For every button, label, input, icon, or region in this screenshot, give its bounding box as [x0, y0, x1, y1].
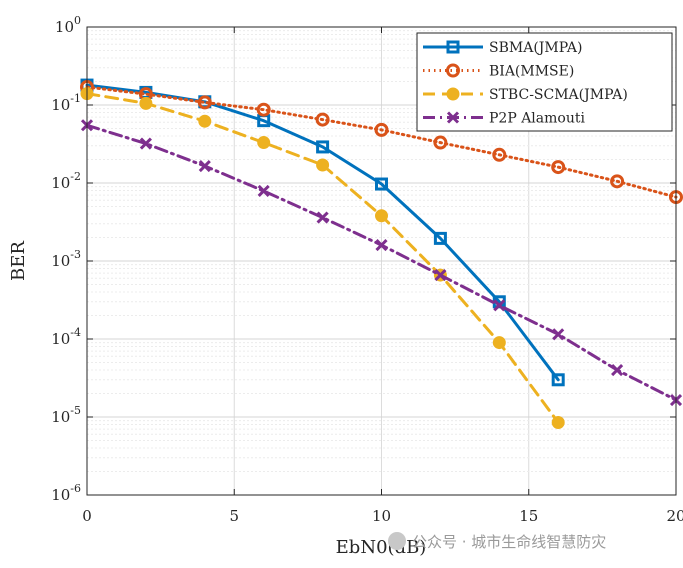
legend-item-3: STBC-SCMA(JMPA) [423, 87, 628, 103]
filled-circle-marker [139, 96, 153, 110]
x-marker [198, 159, 211, 173]
x-marker [257, 184, 270, 198]
legend-label: STBC-SCMA(JMPA) [489, 87, 628, 103]
legend: SBMA(JMPA) BIA(MMSE) STBC-SCMA(JMPA) P2P Al… [416, 32, 673, 132]
filled-circle-marker [492, 336, 506, 350]
x-marker-stroke [139, 137, 152, 150]
circle-marker [197, 95, 212, 110]
x-marker-stroke [446, 111, 460, 124]
x-marker [446, 111, 460, 124]
square-marker [433, 231, 447, 245]
x-marker [434, 269, 447, 282]
wechat-icon [388, 532, 406, 550]
filled-circle-marker [446, 87, 460, 101]
series-4 [80, 119, 683, 407]
x-marker [493, 299, 506, 312]
square-marker [316, 140, 330, 154]
x-marker [375, 239, 388, 252]
x-marker [611, 363, 624, 377]
x-tick-label: 0 [82, 507, 92, 525]
filled-circle-marker [198, 114, 212, 128]
circle-marker [610, 174, 625, 189]
circle-marker [433, 135, 448, 150]
x-tick-label: 15 [519, 507, 538, 525]
y-tick-label: 10-3 [51, 248, 81, 270]
circle-marker [374, 122, 389, 137]
x-marker [552, 328, 565, 341]
x-tick-label: 20 [666, 507, 683, 525]
watermark: 公众号 · 城市生命线智慧防灾 [388, 531, 606, 552]
y-tick-label: 10-2 [51, 170, 81, 192]
circle-marker [492, 147, 507, 162]
filled-circle-marker [316, 158, 330, 172]
circle-marker [446, 63, 460, 78]
circle-marker [551, 160, 566, 175]
series-3 [80, 87, 565, 430]
x-tick-label: 5 [229, 507, 239, 525]
x-marker-stroke [552, 328, 565, 341]
series-line [85, 85, 678, 199]
y-axis-label: BER [8, 241, 29, 281]
x-marker-stroke [434, 269, 447, 282]
x-marker-stroke [375, 239, 388, 252]
y-tick-label: 10-4 [51, 326, 81, 348]
filled-circle-marker [257, 136, 271, 150]
y-tick-label: 100 [55, 14, 81, 36]
ticks: 0 5 10 15 20 100 10-1 10-2 10-3 10-4 10-5 10-6 [51, 14, 683, 525]
x-marker [139, 137, 152, 150]
x-marker-stroke [198, 159, 211, 173]
legend-item-4: P2P Alamouti [423, 111, 585, 127]
x-marker-stroke [493, 299, 506, 312]
y-tick-label: 10-1 [51, 92, 81, 114]
legend-item-1: SBMA(JMPA) [423, 40, 582, 56]
watermark-text: 公众号 · 城市生命线智慧防灾 [412, 533, 607, 551]
x-marker-stroke [316, 211, 329, 224]
y-tick-label: 10-5 [51, 404, 81, 426]
square-marker [551, 373, 565, 387]
x-marker-stroke [257, 184, 270, 198]
square-marker [375, 177, 388, 191]
filled-circle-marker [375, 209, 388, 223]
square-marker [446, 40, 460, 54]
circle-marker [315, 112, 330, 127]
x-marker-stroke [611, 363, 624, 377]
filled-circle-marker [551, 416, 565, 430]
legend-label: BIA(MMSE) [489, 64, 574, 80]
x-tick-label: 10 [372, 507, 391, 525]
legend-label: P2P Alamouti [489, 111, 585, 127]
legend-item-2: BIA(MMSE) [423, 63, 574, 80]
circle-marker [256, 102, 271, 117]
y-tick-label: 10-6 [51, 482, 81, 504]
legend-label: SBMA(JMPA) [489, 40, 582, 56]
x-marker [316, 211, 329, 224]
